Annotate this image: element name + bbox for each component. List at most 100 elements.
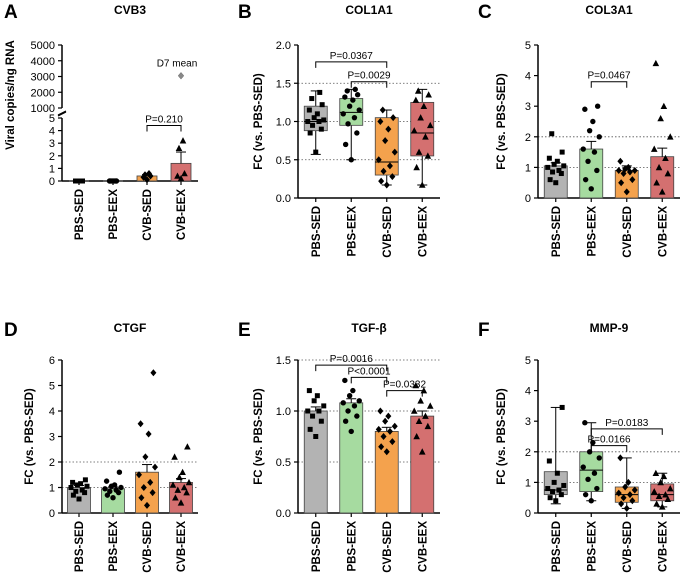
data-point — [558, 492, 564, 498]
significance-bracket — [590, 81, 628, 88]
data-point — [174, 486, 182, 493]
data-point — [631, 486, 638, 494]
data-point — [413, 163, 420, 171]
data-point — [181, 169, 188, 177]
data-point — [150, 369, 157, 377]
data-point — [179, 468, 186, 475]
y-tick-label: 6 — [49, 355, 55, 367]
panel-letter: E — [238, 320, 251, 341]
data-point — [184, 443, 191, 450]
chart-title: COL3A1 — [585, 3, 633, 17]
x-tick-label: CVB-SED — [622, 521, 634, 573]
data-point — [185, 478, 193, 486]
data-point — [426, 121, 434, 129]
significance-bracket — [146, 125, 182, 132]
y-tick-label: 0 — [49, 176, 55, 188]
bar — [303, 410, 328, 514]
data-point — [68, 485, 74, 490]
data-point — [174, 172, 181, 179]
data-point — [550, 489, 556, 495]
data-point — [586, 127, 593, 134]
data-point — [617, 454, 624, 462]
data-point — [549, 131, 555, 137]
data-point — [414, 87, 422, 94]
y-tick-label: 3 — [525, 416, 531, 428]
significance-bracket — [590, 428, 663, 435]
data-point — [177, 174, 185, 182]
data-point — [662, 154, 669, 162]
y-tick-label: 3 — [49, 138, 55, 150]
y-tick-label: 1 — [525, 162, 531, 174]
y-tick-label: 0.0 — [276, 193, 291, 205]
x-tick-label: PBS-SED — [311, 206, 323, 257]
y-tick-label: 1 — [49, 483, 55, 495]
data-point — [582, 176, 589, 183]
y-tick-label: 4000 — [31, 56, 55, 68]
annotation-marker-fill — [178, 72, 184, 80]
data-point — [391, 148, 398, 156]
chart-title: CTGF — [114, 321, 147, 335]
y-tick-label: 4 — [525, 71, 531, 83]
data-point — [383, 448, 390, 456]
y-tick-label: 3000 — [31, 72, 55, 84]
data-point — [546, 458, 552, 464]
data-point — [382, 137, 389, 145]
data-point — [558, 171, 564, 177]
data-point — [350, 387, 356, 394]
data-point — [585, 158, 591, 164]
data-point — [76, 496, 82, 502]
data-point — [655, 163, 663, 171]
y-tick-label: 5000 — [31, 40, 55, 52]
data-point — [580, 146, 586, 152]
data-point — [664, 170, 672, 177]
panel-C: C COL3A1 FC (vs. PBS-SED) 0 1 2 3 4 5 PBS-SED PBS-… — [478, 2, 680, 258]
box — [374, 117, 399, 176]
data-point — [382, 417, 389, 425]
data-point — [152, 463, 158, 471]
x-tick-label: PBS-EEX — [108, 189, 120, 240]
x-tick-label: PBS-EEX — [346, 206, 358, 257]
y-tick-label: 0.5 — [276, 155, 291, 167]
data-point — [556, 167, 562, 173]
data-point — [118, 484, 124, 491]
y-tick-label: 0 — [49, 508, 55, 520]
x-tick-label: CVB-EEX — [176, 521, 188, 572]
data-point — [351, 403, 358, 409]
x-tick-label: CVB-EEX — [657, 521, 669, 572]
y-tick-label: 4 — [49, 406, 55, 418]
y-tick-label: 4 — [525, 386, 531, 398]
data-point — [660, 102, 668, 109]
data-point — [70, 479, 76, 485]
data-point — [348, 157, 354, 163]
data-point — [666, 133, 674, 140]
data-point — [73, 488, 79, 494]
x-tick-label: CVB-EEX — [417, 521, 429, 572]
y-tick-label: 4 — [49, 126, 55, 138]
data-point — [658, 503, 666, 510]
data-point — [84, 483, 90, 489]
chart-title: TGF-β — [351, 321, 386, 335]
data-point — [657, 114, 664, 122]
data-point — [547, 495, 553, 501]
data-point — [655, 492, 663, 499]
significance-label: P<0.0001 — [347, 366, 391, 377]
data-point — [652, 59, 660, 67]
data-point — [307, 130, 313, 136]
data-point — [352, 86, 358, 93]
data-point — [137, 420, 144, 428]
data-point — [344, 88, 350, 94]
chart-title: MMP-9 — [590, 321, 629, 335]
panel-letter: B — [238, 2, 252, 23]
y-tick-label: 5 — [525, 40, 531, 52]
x-tick-label: CVB-SED — [142, 189, 154, 241]
data-point — [666, 485, 674, 492]
data-point — [318, 418, 324, 424]
data-point — [351, 114, 358, 121]
data-point — [389, 173, 396, 181]
data-point — [183, 489, 190, 496]
data-point — [650, 145, 658, 152]
data-point — [346, 393, 353, 399]
y-tick-label: 2 — [49, 457, 55, 469]
x-tick-label: CVB-SED — [622, 206, 634, 258]
